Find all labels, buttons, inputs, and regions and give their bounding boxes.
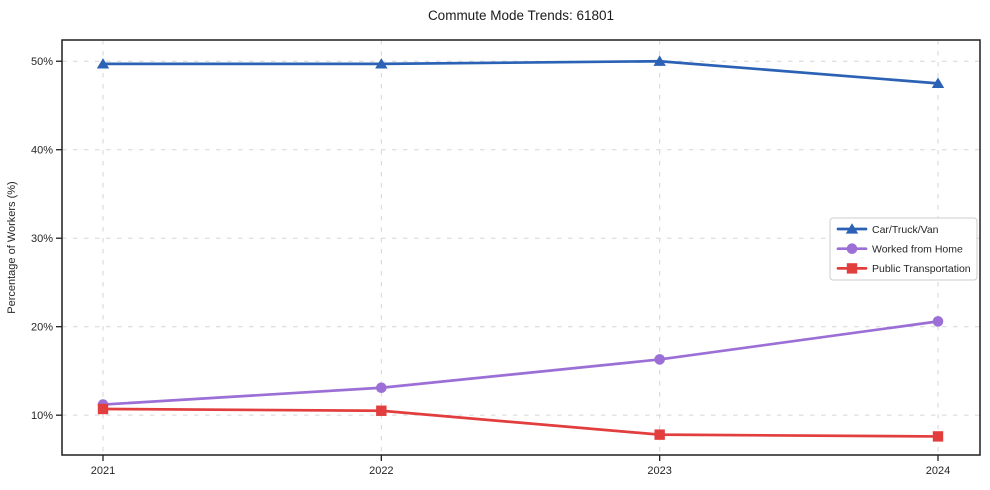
data-point-public-transportation (932, 431, 944, 442)
data-point-car-truck-van (931, 77, 945, 88)
x-tick-label: 2021 (91, 465, 115, 477)
x-tick-label: 2024 (926, 465, 950, 477)
series-line-public-transportation (101, 407, 940, 438)
series-line-car-truck-van (101, 59, 940, 85)
data-point-worked-from-home (654, 354, 665, 365)
plot-frame (61, 39, 981, 456)
y-tick-label: 10% (31, 410, 53, 422)
legend-marker-public-transportation (846, 263, 858, 274)
legend-label-worked-from-home: Worked from Home (872, 244, 963, 256)
series-layer (96, 55, 945, 442)
x-tick-label: 2023 (647, 465, 671, 477)
y-tick-label: 40% (31, 145, 53, 157)
data-point-car-truck-van (96, 58, 110, 69)
legend-marker-worked-from-home (846, 243, 858, 254)
legend-label-public-transportation: Public Transportation (872, 263, 971, 275)
data-point-worked-from-home (932, 316, 944, 327)
y-axis-label: Percentage of Workers (%) (6, 181, 18, 313)
data-point-worked-from-home (376, 382, 387, 394)
series-line-worked-from-home (101, 320, 940, 406)
y-tick-label: 20% (31, 322, 53, 334)
data-point-public-transportation (376, 405, 387, 416)
data-point-car-truck-van (653, 55, 666, 66)
legend-label-car-truck-van: Car/Truck/Van (872, 224, 939, 236)
axes-layer: 10% 20% 30% 40% 50% 2021 2022 2023 2024 (31, 39, 981, 477)
legend-marker-car-truck-van (845, 223, 859, 234)
y-tick-label: 30% (31, 233, 53, 245)
y-tick-label: 50% (31, 56, 53, 68)
x-tick-label: 2022 (369, 465, 393, 477)
grid-layer (62, 40, 980, 455)
legend: Car/Truck/Van Worked from Home Public Tran… (829, 217, 978, 281)
data-point-public-transportation (97, 403, 109, 415)
data-point-public-transportation (654, 429, 665, 440)
chart-title: Commute Mode Trends: 61801 (428, 8, 614, 23)
legend-box (829, 217, 978, 281)
data-point-car-truck-van (375, 58, 388, 69)
